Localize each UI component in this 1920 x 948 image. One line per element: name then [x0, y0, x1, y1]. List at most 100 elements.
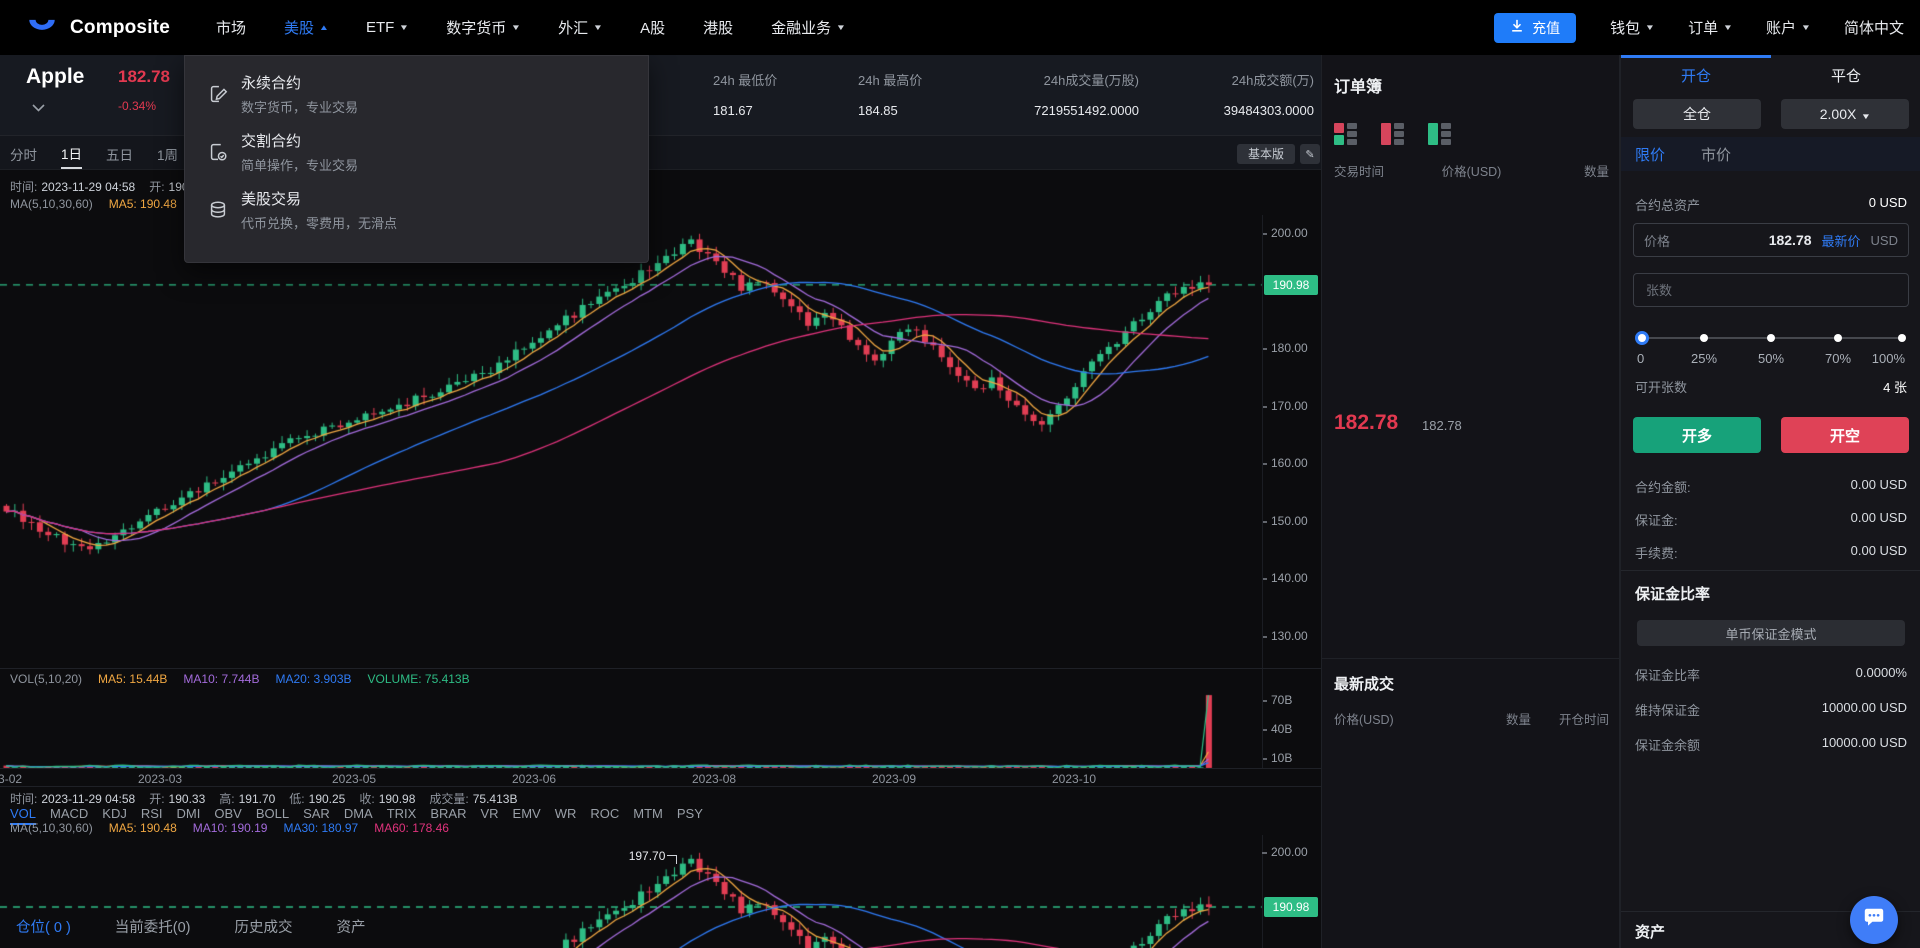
ma-value: MA30: 180.97: [283, 821, 358, 835]
latest-trades-header: 价格(USD)数量开仓时间: [1334, 709, 1609, 728]
currency-label: USD: [1871, 233, 1898, 248]
nav-item-label: 美股: [284, 17, 314, 38]
indicator-tab[interactable]: EMV: [513, 806, 541, 825]
i: [1347, 123, 1357, 129]
bottom-tab[interactable]: 仓位( 0 ): [16, 916, 71, 937]
latest-column-label: 价格(USD): [1334, 709, 1478, 728]
nav-item[interactable]: 金融业务▼: [771, 17, 845, 38]
bottom-tab[interactable]: 当前委托(0): [115, 916, 191, 937]
chat-bubble-button[interactable]: [1850, 896, 1898, 944]
dropdown-item[interactable]: 交割合约简单操作，专业交易: [185, 126, 650, 180]
vol-ma-value: MA10: 7.744B: [183, 672, 259, 686]
margin-label: 保证金比率: [1635, 665, 1700, 684]
ohlc-value: 2023-11-29 04:58: [41, 792, 135, 806]
dropdown-item[interactable]: 永续合约数字货币，专业交易: [185, 68, 650, 122]
slider-dot[interactable]: [1834, 334, 1842, 342]
indicator-tab[interactable]: PSY: [677, 806, 703, 825]
download-icon: [1510, 19, 1524, 36]
stat-col: 24h成交额(万)39484303.0000: [1134, 55, 1314, 135]
icon-col: [1381, 123, 1391, 145]
margin-row: 保证金余额10000.00 USD: [1635, 735, 1907, 754]
open-long-button[interactable]: 开多: [1633, 417, 1761, 453]
open-short-button[interactable]: 开空: [1781, 417, 1909, 453]
bottom-tab[interactable]: 资产: [337, 916, 366, 937]
nav-item[interactable]: 数字货币▼: [446, 17, 520, 38]
summary-value: 0.00 USD: [1851, 543, 1907, 562]
caret-down-icon: ▼: [1723, 23, 1733, 32]
i: [1441, 139, 1451, 145]
tab-limit-order[interactable]: 限价: [1635, 144, 1665, 165]
nav-item[interactable]: 钱包▼: [1610, 17, 1654, 38]
ohlc-pair: 开:190.33: [149, 790, 205, 807]
nav-item[interactable]: 市场: [216, 17, 246, 38]
price-tick: 170.00: [1271, 399, 1308, 413]
caret-down-icon: ▼: [1645, 23, 1655, 32]
caret-down-icon: ▼: [399, 23, 409, 32]
quantity-input[interactable]: [1644, 282, 1898, 299]
ma-value: MA5: 190.48: [109, 197, 177, 211]
amount-slider[interactable]: [1637, 331, 1905, 345]
orderbook-both-icon[interactable]: [1334, 123, 1357, 145]
slider-dot[interactable]: [1767, 334, 1775, 342]
tab-market-order[interactable]: 市价: [1701, 144, 1731, 165]
orderbook-header: 交易时间价格(USD)数量: [1334, 161, 1609, 180]
divider: [0, 768, 1321, 769]
slider-dot[interactable]: [1700, 334, 1708, 342]
indicator-tab[interactable]: WR: [555, 806, 577, 825]
latest-column-label: 数量: [1506, 709, 1531, 728]
i: [1381, 123, 1391, 145]
nav-item-label: 金融业务: [771, 17, 831, 38]
slider-handle[interactable]: [1635, 331, 1649, 345]
deposit-label: 充值: [1532, 18, 1560, 38]
i: [1334, 123, 1344, 133]
total-assets-label: 合约总资产: [1635, 195, 1700, 214]
orderbook-last-price: 182.78: [1334, 411, 1398, 435]
main-candlestick-chart[interactable]: [0, 215, 1322, 770]
symbol-selector[interactable]: Apple: [26, 65, 84, 89]
nav-item[interactable]: 简体中文: [1844, 17, 1904, 38]
dropdown-item[interactable]: 美股交易代币兑换，零费用，无滑点: [185, 184, 650, 238]
bottom-tab[interactable]: 历史成交: [235, 916, 293, 937]
nav-item[interactable]: 账户▼: [1766, 17, 1810, 38]
quantity-input-box[interactable]: [1633, 273, 1909, 307]
nav-item[interactable]: A股: [640, 17, 665, 38]
nav-item[interactable]: 港股: [703, 17, 733, 38]
nav-item[interactable]: 美股▲: [284, 17, 328, 38]
orderbook-asks-icon[interactable]: [1381, 123, 1404, 145]
timeframe-tab[interactable]: 1日: [61, 137, 82, 169]
chart-version-button[interactable]: 基本版: [1237, 144, 1295, 164]
slider-dot[interactable]: [1898, 334, 1906, 342]
brand-logo-icon[interactable]: [26, 18, 58, 38]
caret-down-icon: ▼: [1861, 112, 1871, 121]
use-latest-price-button[interactable]: 最新价: [1822, 231, 1861, 250]
deposit-button[interactable]: 充值: [1494, 13, 1576, 43]
orderbook-bids-icon[interactable]: [1428, 123, 1451, 145]
nav-item[interactable]: 外汇▼: [558, 17, 602, 38]
tab-close-position[interactable]: 平仓: [1771, 65, 1920, 86]
summary-label: 合约金额:: [1635, 477, 1691, 496]
indicator-tab[interactable]: ROC: [590, 806, 619, 825]
vol-group-label: VOL(5,10,20): [10, 672, 82, 686]
single-currency-margin-button[interactable]: 单币保证金模式: [1637, 620, 1905, 646]
indicator-tab[interactable]: VR: [480, 806, 498, 825]
timeframe-tab[interactable]: 1周: [157, 138, 178, 168]
price-tick: 180.00: [1271, 341, 1308, 355]
margin-mode-button[interactable]: 全仓: [1633, 99, 1761, 129]
nav-item-label: A股: [640, 17, 665, 38]
chart-edit-icon[interactable]: ✎: [1300, 144, 1320, 164]
volume-tick: 40B: [1271, 722, 1292, 736]
ohlc-label: 开:: [149, 792, 164, 806]
leverage-button[interactable]: 2.00X▼: [1781, 99, 1909, 129]
stat-value: 7219551492.0000: [1034, 103, 1139, 118]
chevron-down-icon[interactable]: [32, 99, 45, 117]
icon-col: [1334, 123, 1344, 145]
active-tab-indicator: [1621, 55, 1771, 58]
brand-name[interactable]: Composite: [70, 17, 170, 39]
tab-open-position[interactable]: 开仓: [1621, 65, 1771, 86]
price-input[interactable]: 价格 182.78 最新价 USD: [1633, 223, 1909, 257]
timeframe-tab[interactable]: 分时: [10, 138, 37, 168]
timeframe-tab[interactable]: 五日: [106, 138, 133, 168]
indicator-tab[interactable]: MTM: [633, 806, 663, 825]
nav-item[interactable]: 订单▼: [1688, 17, 1732, 38]
nav-item[interactable]: ETF▼: [366, 19, 408, 36]
